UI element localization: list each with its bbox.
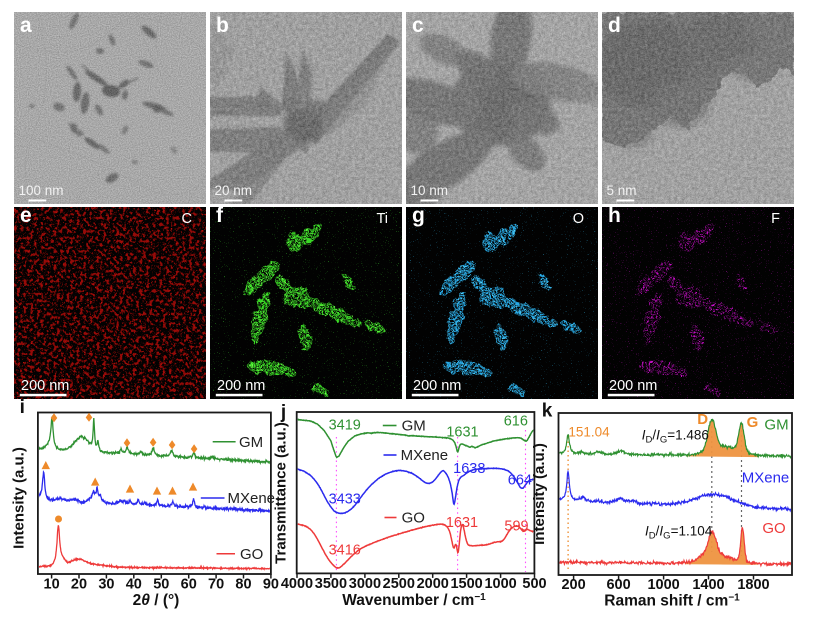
svg-text:500: 500	[522, 576, 546, 592]
svg-text:Intensity (a.u.): Intensity (a.u.)	[531, 443, 548, 545]
svg-text:1500: 1500	[450, 576, 482, 592]
svg-text:i: i	[20, 397, 25, 418]
svg-text:2000: 2000	[417, 576, 449, 592]
svg-text:1000: 1000	[484, 576, 516, 592]
svg-text:200 nm: 200 nm	[413, 378, 461, 394]
svg-text:200 nm: 200 nm	[609, 378, 657, 394]
svg-text:1000: 1000	[647, 577, 679, 593]
svg-text:GO: GO	[402, 510, 425, 527]
svg-text:599: 599	[504, 519, 528, 535]
svg-text:GM: GM	[764, 417, 788, 434]
svg-text:3433: 3433	[329, 492, 361, 508]
svg-text:O: O	[573, 211, 584, 227]
svg-text:5 nm: 5 nm	[607, 183, 637, 198]
svg-text:1631: 1631	[446, 515, 478, 531]
svg-text:20: 20	[71, 577, 87, 593]
svg-text:1800: 1800	[737, 577, 769, 593]
svg-text:80: 80	[235, 577, 251, 593]
svg-text:C: C	[182, 211, 192, 227]
svg-text:Intensity (a.u.): Intensity (a.u.)	[11, 447, 28, 549]
svg-text:g: g	[412, 204, 425, 227]
svg-text:50: 50	[153, 577, 169, 593]
svg-text:2500: 2500	[383, 576, 415, 592]
svg-text:60: 60	[181, 577, 197, 593]
svg-text:Wavenumber / cm−1: Wavenumber / cm−1	[342, 592, 486, 609]
svg-text:200 nm: 200 nm	[217, 378, 265, 394]
svg-text:ID/IG=1.104: ID/IG=1.104	[645, 524, 713, 542]
svg-text:MXene: MXene	[742, 470, 790, 487]
svg-text:c: c	[412, 14, 424, 37]
svg-text:e: e	[20, 204, 32, 227]
svg-text:90: 90	[263, 577, 279, 593]
svg-text:D: D	[697, 411, 708, 428]
svg-text:MXene: MXene	[401, 447, 449, 464]
svg-text:1638: 1638	[453, 461, 485, 477]
svg-text:GO: GO	[240, 546, 263, 563]
svg-text:a: a	[20, 14, 32, 37]
svg-text:ID/IG=1.486: ID/IG=1.486	[642, 428, 709, 446]
svg-text:MXene: MXene	[228, 490, 276, 507]
svg-text:Ti: Ti	[376, 211, 388, 227]
svg-text:GO: GO	[762, 520, 785, 537]
svg-text:616: 616	[504, 413, 528, 429]
svg-text:j: j	[280, 402, 286, 423]
svg-text:b: b	[216, 14, 229, 37]
svg-text:200: 200	[561, 577, 585, 593]
svg-text:G: G	[747, 414, 759, 431]
svg-text:Transmittance (a.u.): Transmittance (a.u.)	[273, 422, 290, 564]
svg-text:664: 664	[508, 473, 532, 489]
svg-text:30: 30	[98, 577, 114, 593]
svg-text:3500: 3500	[315, 576, 347, 592]
svg-text:10 nm: 10 nm	[411, 183, 449, 198]
svg-text:70: 70	[208, 577, 224, 593]
svg-text:f: f	[216, 204, 224, 227]
svg-text:2θ / (°): 2θ / (°)	[133, 592, 180, 609]
svg-text:40: 40	[126, 577, 142, 593]
svg-text:3000: 3000	[349, 576, 381, 592]
svg-text:Raman shift / cm−1: Raman shift / cm−1	[604, 593, 740, 610]
svg-text:3416: 3416	[329, 543, 361, 559]
svg-text:10: 10	[44, 577, 60, 593]
svg-text:GM: GM	[402, 418, 426, 435]
svg-text:20 nm: 20 nm	[215, 183, 253, 198]
svg-text:151.04: 151.04	[568, 425, 610, 440]
svg-text:200 nm: 200 nm	[21, 378, 69, 394]
svg-text:F: F	[771, 211, 780, 227]
svg-text:k: k	[542, 401, 553, 422]
svg-text:100 nm: 100 nm	[19, 183, 64, 198]
svg-text:1400: 1400	[692, 577, 724, 593]
svg-text:GM: GM	[239, 434, 263, 451]
svg-text:1631: 1631	[446, 425, 478, 441]
svg-text:600: 600	[606, 577, 630, 593]
svg-text:d: d	[608, 14, 621, 37]
svg-text:3419: 3419	[329, 418, 361, 434]
svg-text:4000: 4000	[281, 576, 313, 592]
svg-text:h: h	[608, 204, 621, 227]
